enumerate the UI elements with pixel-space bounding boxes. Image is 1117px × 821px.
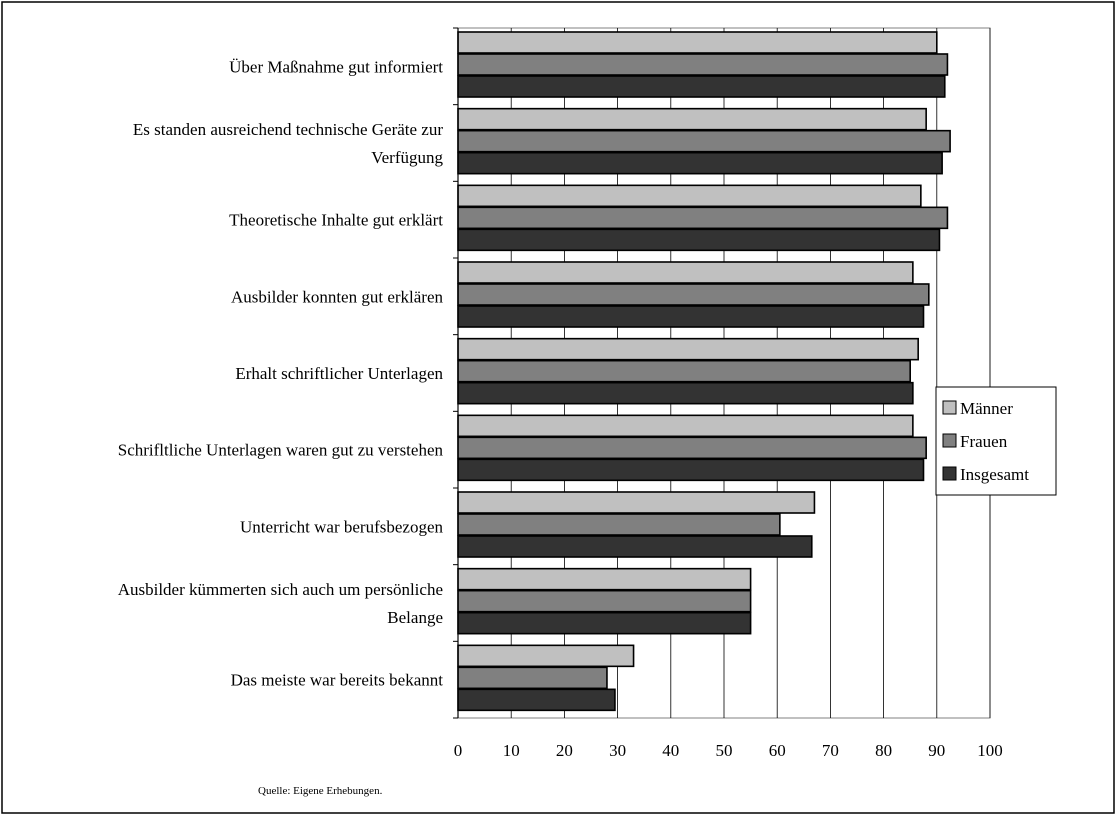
category-label: Es standen ausreichend technische Geräte… [133, 120, 443, 139]
bar [457, 688, 616, 712]
x-tick-label: 100 [977, 741, 1003, 760]
category-label: Belange [387, 608, 443, 627]
bar [457, 513, 781, 536]
bar [457, 589, 752, 613]
bar [457, 305, 925, 328]
legend-label: Insgesamt [960, 465, 1029, 484]
bar [457, 261, 914, 284]
category-label: Unterricht war berufsbezogen [240, 517, 443, 536]
bar [457, 337, 919, 361]
category-label: Das meiste war bereits bekannt [231, 671, 444, 690]
x-tick-label: 60 [769, 741, 786, 760]
x-tick-label: 30 [609, 741, 626, 760]
x-tick-label: 50 [716, 741, 733, 760]
source-note: Quelle: Eigene Erhebungen. [258, 785, 383, 797]
legend-label: Männer [960, 399, 1013, 418]
category-label: Theoretische Inhalte gut erklärt [229, 211, 443, 230]
bar [457, 611, 752, 635]
category-label: Ausbilder kümmerten sich auch um persönl… [118, 580, 443, 599]
bar [457, 129, 951, 153]
bar [457, 283, 930, 306]
bar [457, 567, 752, 591]
legend: Männer Frauen Insgesamt [935, 386, 1057, 496]
x-tick-label: 10 [503, 741, 520, 760]
bar [457, 535, 813, 558]
bar [457, 107, 927, 131]
category-label: Schrifltliche Unterlagen waren gut zu ve… [118, 441, 444, 460]
category-label: Erhalt schriftlicher Unterlagen [235, 364, 443, 383]
axes: 0 10 20 30 40 50 60 70 80 90 100 [453, 27, 1003, 760]
legend-swatch [942, 466, 957, 481]
x-tick-label: 0 [454, 741, 463, 760]
bar [457, 644, 635, 668]
x-tick-label: 80 [875, 741, 892, 760]
category-label: Verfügung [371, 148, 443, 167]
x-tick-label: 20 [556, 741, 573, 760]
bar [457, 381, 914, 405]
bar [457, 414, 914, 438]
legend-label: Frauen [960, 432, 1008, 451]
bar [457, 359, 912, 383]
bar [457, 75, 946, 98]
bar [457, 53, 949, 76]
bar [457, 31, 938, 54]
bar [457, 436, 927, 460]
bar [457, 184, 922, 208]
bar [457, 151, 943, 175]
category-label: Ausbilder konnten gut erklären [231, 287, 443, 306]
legend-swatch [942, 400, 957, 415]
bar [457, 666, 608, 690]
bar [457, 458, 925, 482]
bar [457, 228, 941, 252]
legend-swatch [942, 433, 957, 448]
category-labels: Über Maßnahme gut informiert Es standen a… [118, 57, 444, 689]
x-tick-label: 90 [928, 741, 945, 760]
bar [457, 491, 816, 514]
x-tick-label: 40 [662, 741, 679, 760]
bar [457, 206, 949, 230]
category-label: Über Maßnahme gut informiert [229, 57, 443, 76]
x-tick-label: 70 [822, 741, 839, 760]
